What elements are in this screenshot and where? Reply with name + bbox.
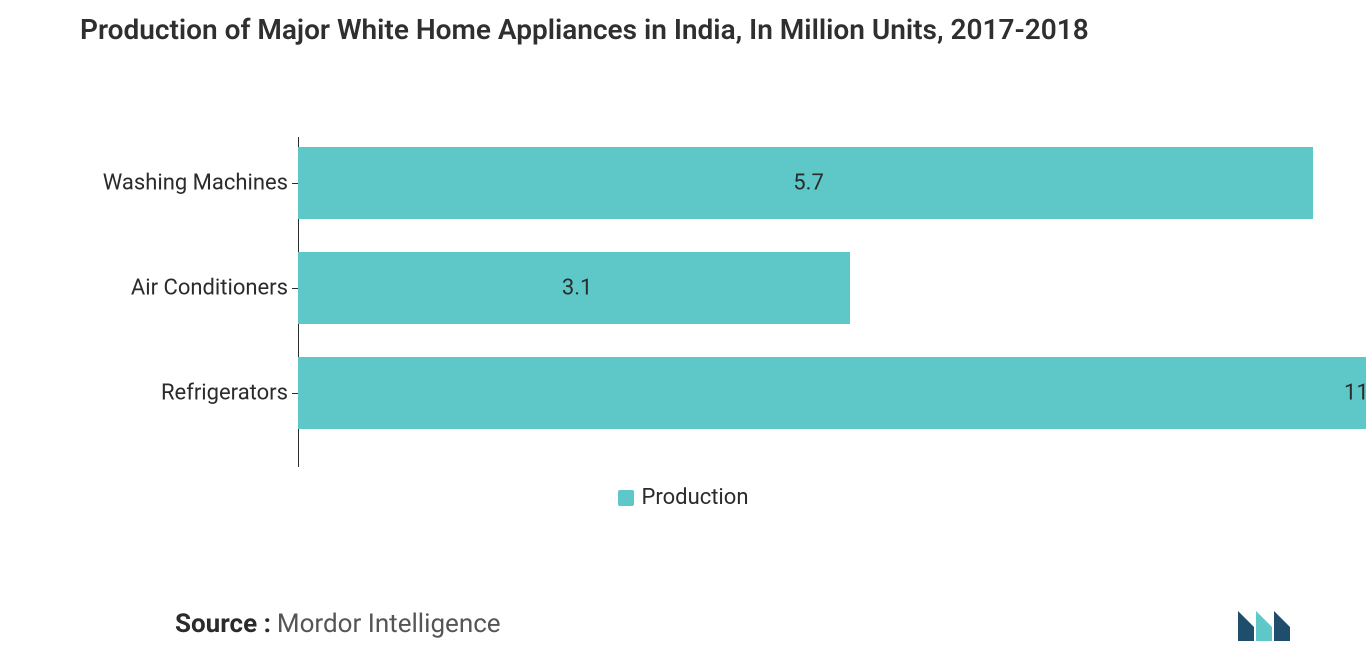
- bar-value-refrigerators: 11.8: [1344, 381, 1366, 406]
- ytick-label-washing-machines: Washing Machines: [103, 171, 288, 196]
- legend-item-production: Production: [618, 485, 749, 510]
- legend-swatch-production: [618, 490, 634, 506]
- source-name: Mordor Intelligence: [277, 609, 501, 639]
- legend-label-production: Production: [642, 485, 749, 510]
- chart-container: Production of Major White Home Appliance…: [0, 0, 1366, 655]
- chart-title: Production of Major White Home Appliance…: [0, 12, 1366, 47]
- plot-area: Washing Machines 5.7 Air Conditioners 3.…: [298, 147, 1366, 457]
- bar-value-washing-machines: 5.7: [793, 171, 824, 196]
- ytick-label-refrigerators: Refrigerators: [161, 381, 288, 406]
- mordor-logo-svg: [1236, 605, 1306, 643]
- ytick-label-air-conditioners: Air Conditioners: [131, 276, 288, 301]
- bar-refrigerators: [298, 357, 1366, 429]
- source-label: Source :: [175, 609, 271, 639]
- legend: Production: [0, 485, 1366, 512]
- mordor-logo-icon: [1236, 605, 1306, 643]
- bar-value-air-conditioners: 3.1: [562, 276, 593, 301]
- footer: Source : Mordor Intelligence: [0, 605, 1366, 643]
